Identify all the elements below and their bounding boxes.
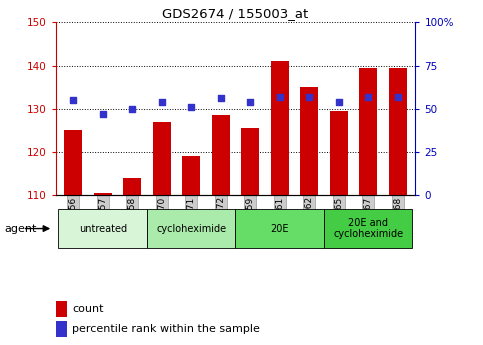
Point xyxy=(246,99,254,105)
Bar xyxy=(183,156,200,195)
Bar xyxy=(359,68,377,195)
Bar xyxy=(56,322,67,337)
Point xyxy=(305,94,313,99)
Bar xyxy=(212,115,229,195)
Point xyxy=(158,99,166,105)
Text: count: count xyxy=(72,304,103,314)
Point xyxy=(187,104,195,110)
Bar xyxy=(389,68,407,195)
Bar xyxy=(300,87,318,195)
Text: percentile rank within the sample: percentile rank within the sample xyxy=(72,324,260,334)
Text: 20E: 20E xyxy=(270,224,289,234)
Point xyxy=(128,106,136,111)
Text: cycloheximide: cycloheximide xyxy=(156,224,226,234)
Bar xyxy=(123,178,141,195)
Bar xyxy=(58,209,147,248)
Bar xyxy=(64,130,82,195)
Text: 20E and
cycloheximide: 20E and cycloheximide xyxy=(333,218,403,239)
Bar xyxy=(271,61,288,195)
Point xyxy=(394,94,401,99)
Point xyxy=(70,97,77,103)
Bar xyxy=(153,122,170,195)
Title: GDS2674 / 155003_at: GDS2674 / 155003_at xyxy=(162,7,309,20)
Point xyxy=(217,96,225,101)
Bar xyxy=(242,128,259,195)
Point xyxy=(364,94,372,99)
Point xyxy=(335,99,342,105)
Bar xyxy=(56,301,67,317)
Point xyxy=(99,111,107,117)
Bar xyxy=(324,209,412,248)
Bar xyxy=(236,209,324,248)
Text: agent: agent xyxy=(5,225,37,234)
Point xyxy=(276,94,284,99)
Text: untreated: untreated xyxy=(79,224,127,234)
Bar xyxy=(94,193,112,195)
Bar xyxy=(330,111,348,195)
Bar xyxy=(147,209,236,248)
